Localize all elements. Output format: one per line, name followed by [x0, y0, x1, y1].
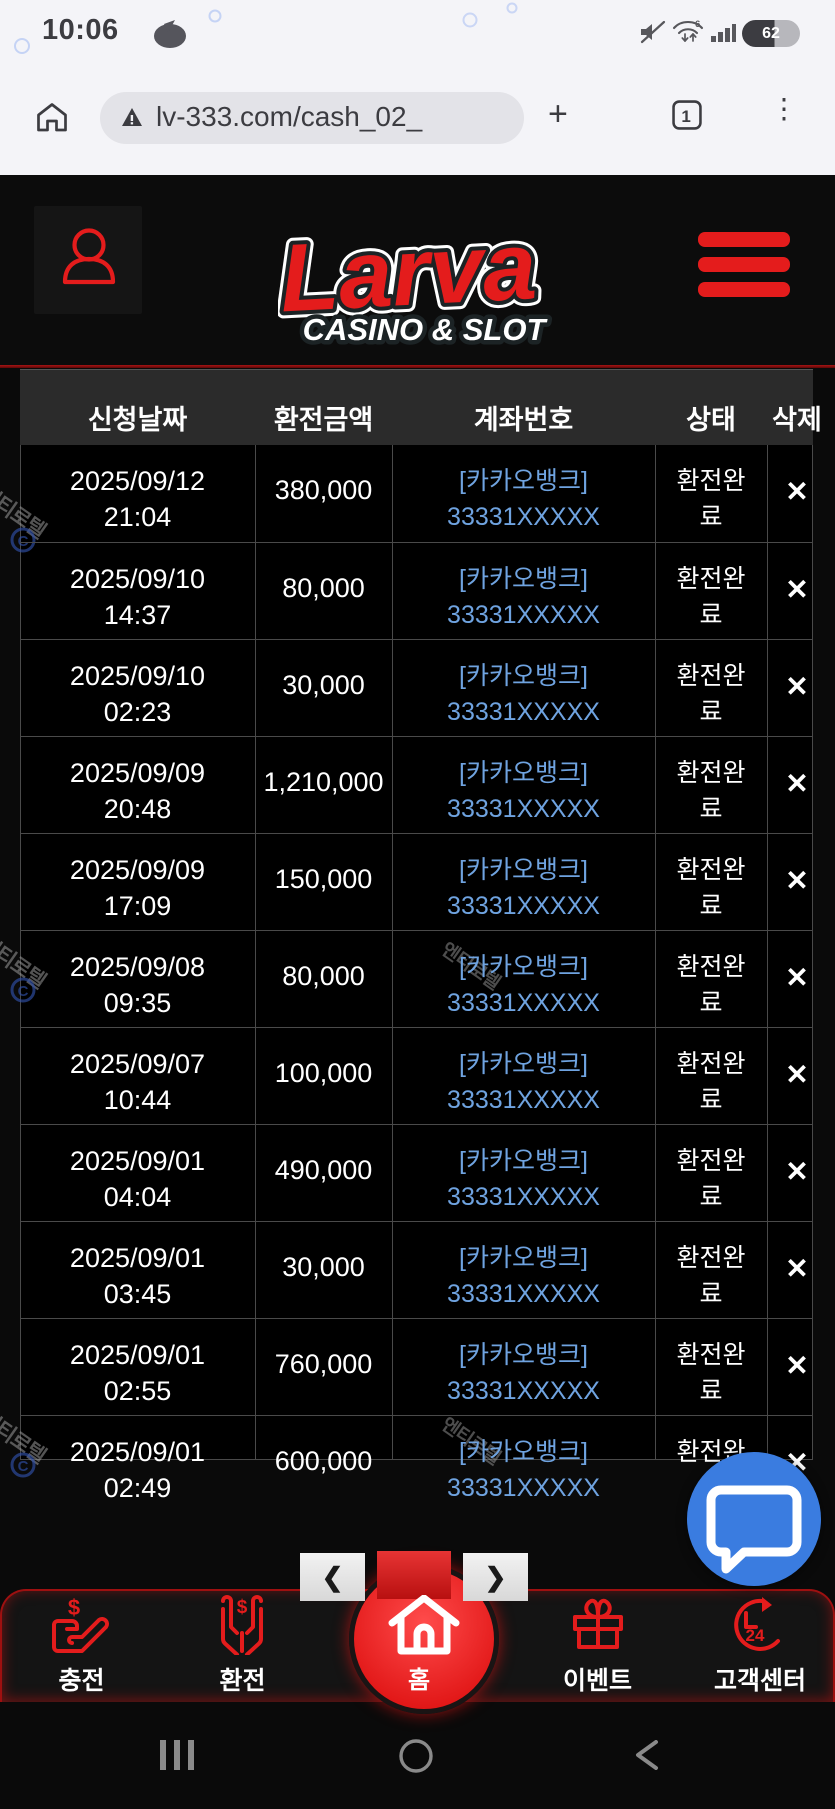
svg-text:24: 24 [746, 1626, 765, 1645]
svg-text:1: 1 [681, 107, 690, 126]
svg-text:$: $ [237, 1597, 248, 1618]
svg-text:$: $ [68, 1595, 80, 1620]
svg-text:CASINO & SLOT: CASINO & SLOT [303, 312, 549, 347]
svg-text:6: 6 [695, 19, 700, 30]
